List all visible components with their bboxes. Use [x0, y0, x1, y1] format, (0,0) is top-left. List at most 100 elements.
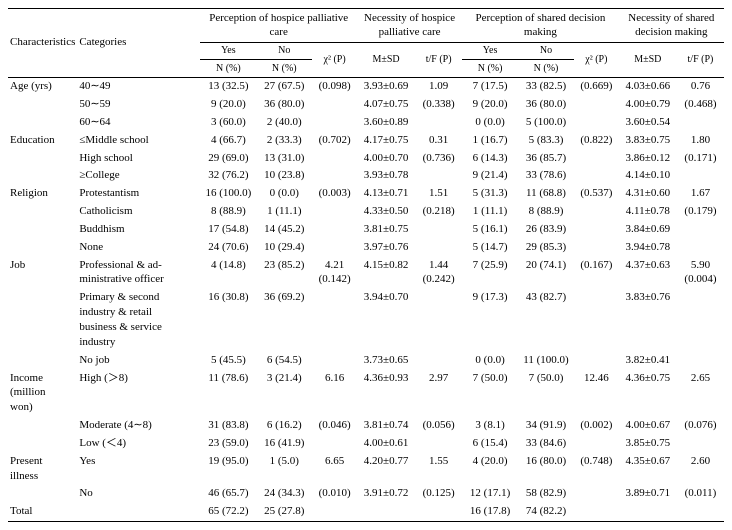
- cell-no1: 36 (80.0): [256, 96, 312, 114]
- cell-char: [8, 417, 77, 435]
- cell-msd2: 3.86±0.12: [619, 149, 677, 167]
- cell-yes1: 32 (76.2): [200, 167, 256, 185]
- cell-yes2: 9 (20.0): [462, 96, 518, 114]
- cell-chi2: [574, 203, 619, 221]
- cell-char: Religion: [8, 185, 77, 203]
- cell-yes1: 8 (88.9): [200, 203, 256, 221]
- table-row: Low (＜4)23 (59.0)16 (41.9) 4.00±0.61 6 (15…: [8, 434, 724, 452]
- cell-msd2: 3.60±0.54: [619, 113, 677, 131]
- cell-no1: 24 (34.3): [256, 485, 312, 503]
- cell-no1: 27 (67.5): [256, 77, 312, 95]
- cell-yes2: 0 (0.0): [462, 113, 518, 131]
- cell-tf2: (0.011): [677, 485, 724, 503]
- cell-chi1: (0.010): [312, 485, 357, 503]
- cell-chi1: [312, 351, 357, 369]
- cell-yes2: 12 (17.1): [462, 485, 518, 503]
- cell-chi2: (0.002): [574, 417, 619, 435]
- sub-msd-1: M±SD: [357, 42, 415, 77]
- cell-msd1: 4.07±0.75: [357, 96, 415, 114]
- cell-chi2: [574, 351, 619, 369]
- cell-tf1: 1.51: [415, 185, 462, 203]
- cell-msd1: 4.36±0.93: [357, 369, 415, 417]
- cell-yes1: 23 (59.0): [200, 434, 256, 452]
- cell-no2: 43 (82.7): [518, 289, 574, 351]
- cell-msd2: 4.00±0.67: [619, 417, 677, 435]
- cell-cat: Catholicism: [77, 203, 200, 221]
- cell-yes1: 4 (14.8): [200, 256, 256, 289]
- cell-yes1: 13 (32.5): [200, 77, 256, 95]
- cell-no2: 36 (85.7): [518, 149, 574, 167]
- cell-no1: 13 (31.0): [256, 149, 312, 167]
- cell-yes2: 3 (8.1): [462, 417, 518, 435]
- cell-yes2: 0 (0.0): [462, 351, 518, 369]
- cell-msd1: 3.81±0.75: [357, 220, 415, 238]
- cell-no1: 2 (40.0): [256, 113, 312, 131]
- cell-chi2: (0.537): [574, 185, 619, 203]
- cell-msd1: 4.15±0.82: [357, 256, 415, 289]
- cell-char: [8, 351, 77, 369]
- cell-tf1: [415, 289, 462, 351]
- cell-msd1: 3.91±0.72: [357, 485, 415, 503]
- cell-cat: Yes: [77, 452, 200, 485]
- cell-tf2: [677, 238, 724, 256]
- cell-no2: 11 (100.0): [518, 351, 574, 369]
- cell-no1: 0 (0.0): [256, 185, 312, 203]
- cell-cat: Moderate (4∼8): [77, 417, 200, 435]
- cell-tf2: 2.65: [677, 369, 724, 417]
- cell-cat: Buddhism: [77, 220, 200, 238]
- table-row: 60∼643 (60.0)2 (40.0)3.60±0.890 (0.0)5 (…: [8, 113, 724, 131]
- cell-yes1: 29 (69.0): [200, 149, 256, 167]
- cell-no2: 8 (88.9): [518, 203, 574, 221]
- cell-yes1: 17 (54.8): [200, 220, 256, 238]
- cell-msd1: 3.73±0.65: [357, 351, 415, 369]
- cell-yes1: 11 (78.6): [200, 369, 256, 417]
- cell-chi1: [312, 96, 357, 114]
- cell-chi1: (0.003): [312, 185, 357, 203]
- cell-cat: Protestantism: [77, 185, 200, 203]
- cell-char: [8, 289, 77, 351]
- cell-yes2: 1 (11.1): [462, 203, 518, 221]
- cell-tf2: [677, 434, 724, 452]
- cell-yes1: 65 (72.2): [200, 503, 256, 521]
- sub-msd-2: M±SD: [619, 42, 677, 77]
- cell-chi2: [574, 485, 619, 503]
- cell-char: [8, 113, 77, 131]
- cell-no1: 6 (54.5): [256, 351, 312, 369]
- cell-tf2: 0.76: [677, 77, 724, 95]
- cell-yes2: 7 (25.9): [462, 256, 518, 289]
- col-characteristics: Characteristics: [8, 9, 77, 78]
- cell-msd1: 3.97±0.76: [357, 238, 415, 256]
- cell-no2: 29 (85.3): [518, 238, 574, 256]
- cell-msd2: 3.94±0.78: [619, 238, 677, 256]
- cell-cat: Low (＜4): [77, 434, 200, 452]
- cell-no1: 23 (85.2): [256, 256, 312, 289]
- cell-cat: ≤Middle school: [77, 131, 200, 149]
- cell-tf1: [415, 503, 462, 521]
- cell-msd1: 4.00±0.61: [357, 434, 415, 452]
- cell-msd1: 3.93±0.78: [357, 167, 415, 185]
- cell-yes2: 5 (14.7): [462, 238, 518, 256]
- cell-no2: 16 (80.0): [518, 452, 574, 485]
- cell-yes2: 6 (15.4): [462, 434, 518, 452]
- cell-tf1: 1.09: [415, 77, 462, 95]
- table-row: Income(millionwon)High (＞8)11 (78.6)3 (2…: [8, 369, 724, 417]
- cell-cat: ≥College: [77, 167, 200, 185]
- table-header: Characteristics Categories Perception of…: [8, 9, 724, 78]
- cell-no1: 2 (33.3): [256, 131, 312, 149]
- cell-cat: High school: [77, 149, 200, 167]
- cell-yes2: 5 (16.1): [462, 220, 518, 238]
- cell-no1: 16 (41.9): [256, 434, 312, 452]
- sub-no-1: No: [256, 42, 312, 60]
- cell-char: [8, 434, 77, 452]
- cell-tf1: (0.736): [415, 149, 462, 167]
- cell-tf1: 2.97: [415, 369, 462, 417]
- cell-msd2: 4.31±0.60: [619, 185, 677, 203]
- cell-cat: 50∼59: [77, 96, 200, 114]
- cell-chi1: [312, 203, 357, 221]
- table-row: Education≤Middle school4 (66.7)2 (33.3)(…: [8, 131, 724, 149]
- cell-chi2: [574, 167, 619, 185]
- cell-cat: [77, 503, 200, 521]
- cell-tf1: (0.125): [415, 485, 462, 503]
- table-row: ReligionProtestantism16 (100.0)0 (0.0)(0…: [8, 185, 724, 203]
- cell-tf2: 1.67: [677, 185, 724, 203]
